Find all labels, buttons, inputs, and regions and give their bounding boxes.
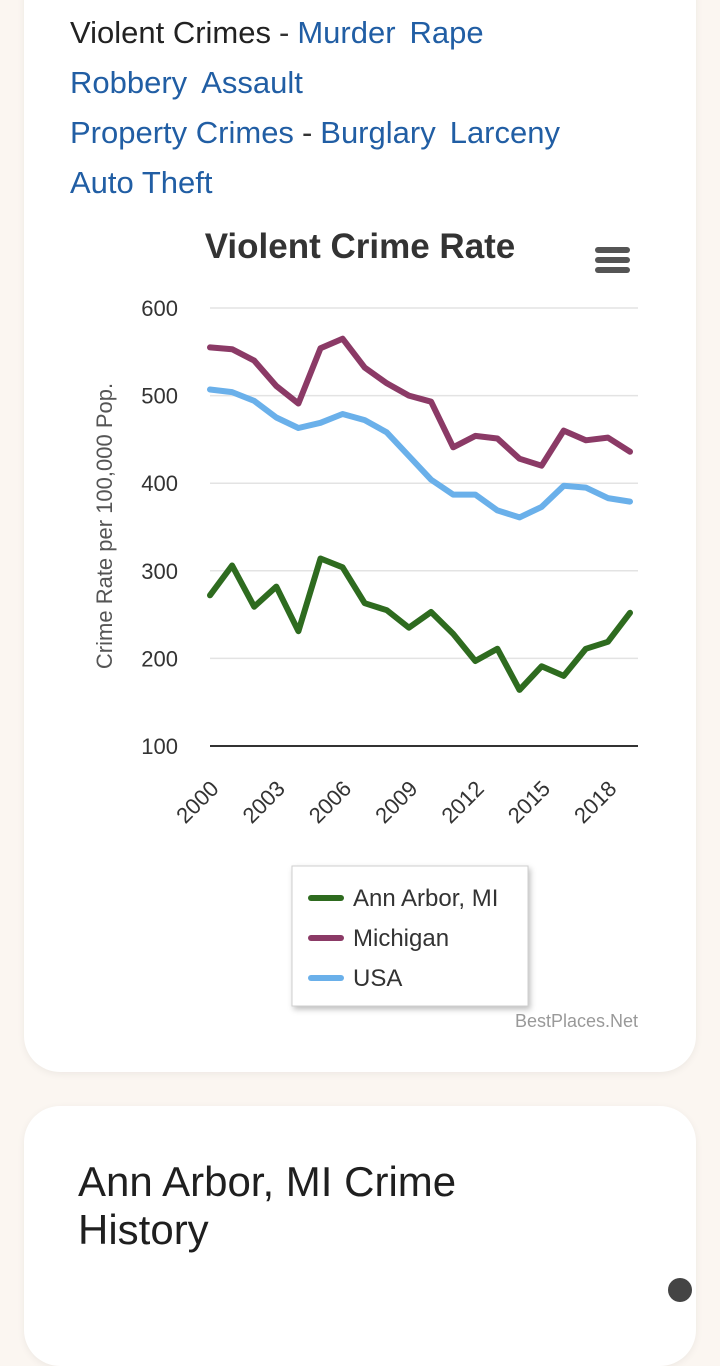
x-tick-label: 2003 — [238, 776, 290, 828]
y-axis-ticks: 100 200 300 400 500 600 — [141, 296, 178, 759]
nav-line-1: Violent Crimes - Murder Rape — [70, 8, 498, 58]
link-assault[interactable]: Assault — [201, 65, 303, 100]
y-tick-label: 100 — [141, 734, 178, 759]
chart-title: Violent Crime Rate — [205, 227, 516, 266]
link-auto-theft[interactable]: Auto Theft — [70, 165, 213, 200]
nav-separator: - — [279, 15, 290, 50]
link-rape[interactable]: Rape — [409, 15, 484, 50]
link-larceny[interactable]: Larceny — [449, 115, 560, 150]
y-tick-label: 300 — [141, 559, 178, 584]
violent-crimes-label: Violent Crimes — [70, 15, 272, 50]
legend-item-michigan[interactable]: Michigan — [353, 925, 449, 952]
link-robbery[interactable]: Robbery — [70, 65, 188, 100]
series-line-ann-arbor-mi[interactable] — [207, 555, 633, 693]
nav-line-3: Property Crimes - Burglary Larceny — [70, 108, 574, 158]
crime-history-title: Ann Arbor, MI Crime History — [78, 1158, 638, 1254]
nav-line-4: Auto Theft — [70, 158, 226, 208]
x-tick-label: 2009 — [370, 776, 422, 828]
x-tick-label: 2006 — [304, 776, 356, 828]
y-axis-title: Crime Rate per 100,000 Pop. — [92, 383, 117, 669]
link-burglary[interactable]: Burglary — [320, 115, 436, 150]
y-tick-label: 400 — [141, 471, 178, 496]
legend: Ann Arbor, MI Michigan USA — [291, 865, 529, 1007]
legend-item-usa[interactable]: USA — [353, 965, 402, 992]
crime-history-title-line-2: History — [78, 1206, 209, 1253]
x-axis-ticks: 2000 2003 2006 2009 2012 2015 2018 — [171, 776, 621, 828]
grid-lines — [210, 307, 638, 747]
x-tick-label: 2018 — [569, 776, 621, 828]
crime-history-title-line-1: Ann Arbor, MI Crime — [78, 1158, 457, 1205]
y-tick-label: 500 — [141, 384, 178, 409]
y-tick-label: 200 — [141, 646, 178, 671]
link-murder[interactable]: Murder — [297, 15, 396, 50]
scroll-indicator[interactable] — [668, 1278, 692, 1302]
series-lines — [207, 335, 633, 693]
hamburger-menu-icon[interactable] — [592, 242, 632, 274]
series-line-usa[interactable] — [207, 386, 633, 521]
property-crimes-label: Property Crimes — [70, 115, 294, 150]
violent-crime-rate-chart: Violent Crime Rate 100 200 300 400 500 600 20… — [92, 227, 638, 1031]
series-line-michigan[interactable] — [207, 335, 633, 469]
nav-line-2: Robbery Assault — [70, 58, 317, 108]
y-tick-label: 600 — [141, 296, 178, 321]
nav-separator: - — [301, 115, 313, 150]
x-tick-label: 2000 — [171, 776, 223, 828]
credit-label[interactable]: BestPlaces.Net — [515, 1011, 638, 1031]
x-tick-label: 2015 — [503, 776, 555, 828]
x-tick-label: 2012 — [437, 776, 489, 828]
legend-item-ann-arbor-mi[interactable]: Ann Arbor, MI — [353, 885, 498, 912]
